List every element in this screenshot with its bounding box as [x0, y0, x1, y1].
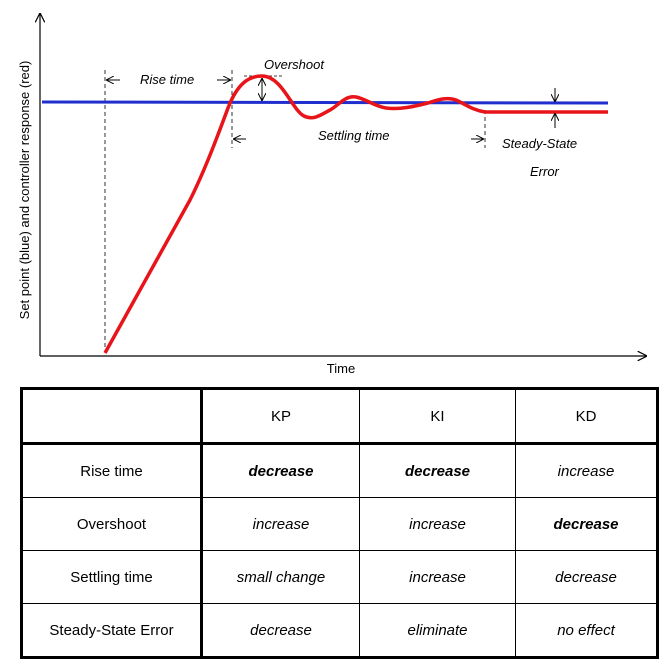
cell-kd: increase	[515, 443, 658, 498]
row-label: Settling time	[21, 550, 203, 604]
row-label: Overshoot	[21, 497, 203, 551]
response-curve	[103, 74, 608, 354]
cell-ki: decrease	[359, 443, 516, 498]
row-label: Rise time	[21, 443, 203, 498]
cell-ki: eliminate	[359, 603, 516, 658]
row-label: Steady-State Error	[21, 603, 203, 658]
cell-kp: decrease	[201, 443, 360, 498]
steady-state-label: Steady-State	[502, 136, 577, 151]
header-ki: KI	[359, 388, 516, 445]
table-row: Rise time decrease decrease increase	[21, 443, 658, 498]
setpoint-line	[41, 100, 609, 105]
header-kp: KP	[201, 388, 360, 445]
pid-effects-table: KP KI KD Rise time decrease decrease inc…	[20, 387, 659, 659]
table-row: Settling time small change increase decr…	[21, 550, 658, 604]
cell-kp: increase	[201, 497, 360, 551]
y-axis-label: Set point (blue) and controller response…	[17, 61, 32, 320]
cell-kd: decrease	[515, 550, 658, 604]
cell-ki: increase	[359, 497, 516, 551]
overshoot-label: Overshoot	[264, 57, 325, 72]
table-row: Overshoot increase increase decrease	[21, 497, 658, 551]
rise-time-label: Rise time	[140, 72, 194, 87]
table-row: Steady-State Error decrease eliminate no…	[21, 603, 658, 658]
table-header-row: KP KI KD	[21, 388, 658, 445]
response-diagram: Set point (blue) and controller response…	[17, 0, 664, 376]
corner-cell	[21, 388, 203, 445]
error-label: Error	[530, 164, 560, 179]
header-kd: KD	[515, 388, 658, 445]
x-axis-label: Time	[327, 361, 355, 376]
cell-kd: no effect	[515, 603, 658, 658]
cell-ki: increase	[359, 550, 516, 604]
settling-time-label: Settling time	[318, 128, 390, 143]
cell-kp: decrease	[201, 603, 360, 658]
cell-kd: decrease	[515, 497, 658, 551]
cell-kp: small change	[201, 550, 360, 604]
